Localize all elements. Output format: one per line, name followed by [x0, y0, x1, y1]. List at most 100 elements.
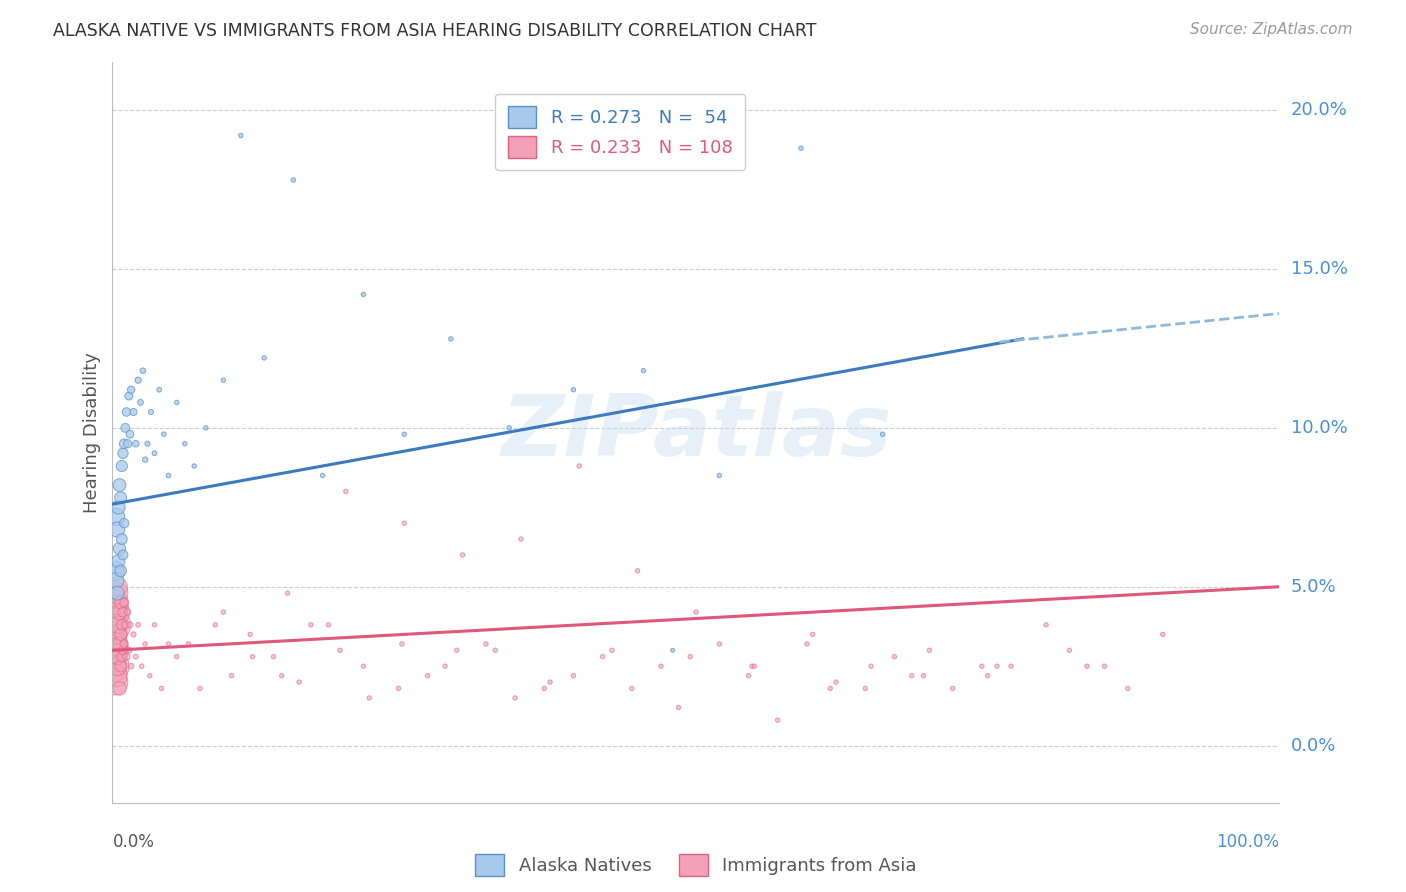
Point: [352, 287, 374, 301]
Point: [1035, 618, 1057, 632]
Point: [1116, 681, 1139, 696]
Text: 0.0%: 0.0%: [112, 833, 155, 851]
Point: [976, 669, 998, 683]
Point: [132, 364, 155, 378]
Point: [391, 637, 413, 651]
Point: [139, 405, 162, 419]
Point: [503, 690, 526, 705]
Point: [105, 586, 128, 600]
Point: [110, 564, 132, 578]
Point: [150, 681, 173, 696]
Point: [117, 605, 139, 619]
Point: [118, 618, 141, 632]
Point: [766, 713, 789, 727]
Point: [104, 596, 127, 610]
Point: [136, 436, 159, 450]
Point: [446, 643, 468, 657]
Point: [387, 681, 409, 696]
Point: [122, 405, 145, 419]
Point: [166, 395, 188, 409]
Point: [744, 659, 766, 673]
Point: [107, 580, 129, 594]
Point: [110, 659, 132, 673]
Point: [329, 643, 352, 657]
Point: [394, 516, 416, 531]
Point: [183, 458, 205, 473]
Point: [107, 500, 129, 515]
Point: [741, 659, 763, 673]
Point: [131, 659, 153, 673]
Point: [679, 649, 702, 664]
Point: [153, 427, 176, 442]
Point: [194, 421, 217, 435]
Point: [600, 643, 623, 657]
Point: [627, 564, 650, 578]
Point: [299, 618, 322, 632]
Point: [104, 605, 127, 619]
Point: [110, 627, 132, 641]
Point: [533, 681, 555, 696]
Point: [173, 436, 195, 450]
Point: [901, 669, 924, 683]
Point: [188, 681, 211, 696]
Point: [283, 173, 305, 187]
Point: [104, 637, 127, 651]
Point: [104, 643, 127, 657]
Point: [105, 586, 128, 600]
Point: [125, 436, 148, 450]
Point: [127, 373, 149, 387]
Point: [709, 468, 731, 483]
Point: [112, 637, 135, 651]
Point: [498, 421, 520, 435]
Point: [120, 383, 142, 397]
Point: [166, 649, 188, 664]
Point: [801, 627, 824, 641]
Point: [853, 681, 876, 696]
Text: 10.0%: 10.0%: [1291, 419, 1347, 437]
Point: [157, 468, 180, 483]
Point: [592, 649, 614, 664]
Point: [110, 596, 132, 610]
Point: [253, 351, 276, 365]
Point: [114, 421, 136, 435]
Y-axis label: Hearing Disability: Hearing Disability: [83, 352, 101, 513]
Point: [118, 389, 141, 403]
Point: [440, 332, 463, 346]
Point: [986, 659, 1008, 673]
Point: [484, 643, 506, 657]
Point: [111, 532, 134, 546]
Point: [143, 618, 166, 632]
Point: [451, 548, 474, 562]
Point: [709, 637, 731, 651]
Point: [112, 516, 135, 531]
Point: [918, 643, 941, 657]
Point: [242, 649, 264, 664]
Point: [108, 478, 131, 492]
Point: [434, 659, 457, 673]
Point: [105, 659, 128, 673]
Point: [111, 605, 134, 619]
Point: [104, 509, 127, 524]
Point: [107, 618, 129, 632]
Point: [139, 669, 162, 683]
Point: [107, 649, 129, 664]
Point: [114, 618, 136, 632]
Point: [122, 627, 145, 641]
Point: [108, 605, 131, 619]
Point: [394, 427, 416, 442]
Point: [790, 141, 813, 155]
Point: [111, 618, 134, 632]
Point: [112, 596, 135, 610]
Point: [509, 532, 531, 546]
Point: [177, 637, 200, 651]
Point: [134, 637, 156, 651]
Text: 100.0%: 100.0%: [1216, 833, 1279, 851]
Point: [115, 405, 138, 419]
Point: [110, 491, 132, 505]
Point: [562, 669, 585, 683]
Point: [127, 618, 149, 632]
Point: [117, 436, 139, 450]
Text: 5.0%: 5.0%: [1291, 578, 1336, 596]
Point: [318, 618, 340, 632]
Point: [335, 484, 357, 499]
